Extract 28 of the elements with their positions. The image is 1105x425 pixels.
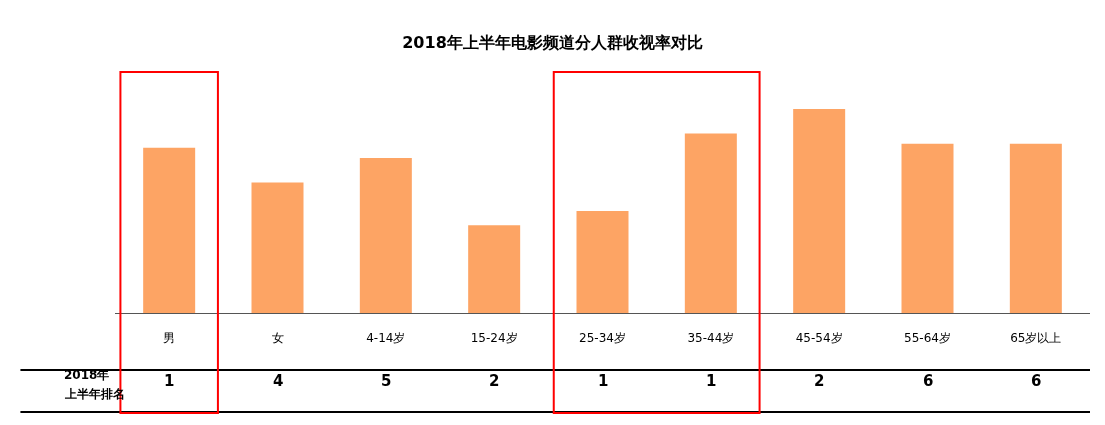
x-tick-label: 55-64岁 xyxy=(904,331,951,346)
text: 2 xyxy=(814,372,825,390)
text: 5 xyxy=(381,372,392,390)
text: 4 xyxy=(273,372,284,390)
bar xyxy=(468,225,521,313)
text: 1 xyxy=(598,372,609,390)
x-tick-label: 65岁以上 xyxy=(1010,331,1062,346)
x-tick-label: 4-14岁 xyxy=(366,331,406,346)
text: 1 xyxy=(706,372,717,390)
x-tick-label: 45-54岁 xyxy=(795,331,843,346)
bar xyxy=(251,182,304,313)
x-tick-label: 35-44岁 xyxy=(687,331,735,346)
text: 2 xyxy=(489,372,500,390)
bar xyxy=(901,143,954,313)
bar xyxy=(684,133,737,313)
x-tick-label: 女 xyxy=(271,331,284,346)
text: 1 xyxy=(164,372,175,390)
bar xyxy=(143,147,196,313)
bar xyxy=(359,157,412,313)
bar xyxy=(793,108,846,313)
bar xyxy=(576,210,629,313)
x-tick-label: 25-34岁 xyxy=(579,331,626,346)
chart-title: 2018年上半年电影频道分人群收视率对比 xyxy=(402,33,703,53)
x-tick-label: 男 xyxy=(163,331,176,346)
bar xyxy=(1009,143,1062,313)
text: 6 xyxy=(923,372,934,390)
x-tick-label: 15-24岁 xyxy=(470,331,518,346)
text: 6 xyxy=(1031,372,1042,390)
